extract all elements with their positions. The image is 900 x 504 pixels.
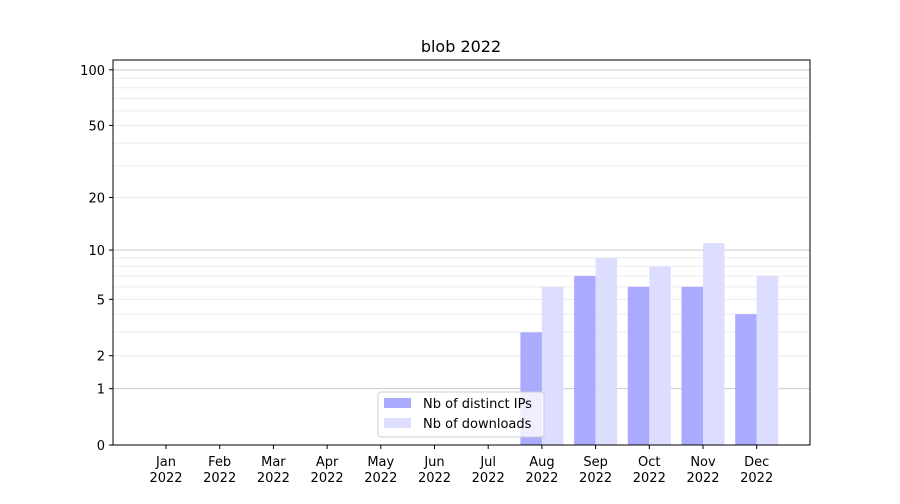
bar-distinct-ips [681, 286, 703, 445]
plot-frame [112, 59, 811, 446]
bar-downloads [595, 257, 618, 445]
bar-downloads [756, 275, 779, 445]
y-tick-label: 2 [97, 350, 105, 365]
x-tick-label: Jan 2022 [149, 455, 182, 486]
bar-downloads [541, 286, 564, 445]
y-tick-label: 5 [97, 293, 105, 308]
legend-box [377, 391, 545, 438]
y-tick-label: 50 [88, 119, 105, 134]
bar-downloads [703, 243, 725, 445]
legend-label: Nb of distinct IPs [423, 397, 532, 412]
y-tick-label: 10 [88, 244, 105, 259]
x-tick-label: Dec 2022 [740, 455, 773, 486]
x-tick-label: Jun 2022 [418, 455, 451, 486]
x-tick-label: Apr 2022 [311, 455, 344, 486]
legend-swatch [384, 418, 411, 428]
y-tick-label: 20 [88, 192, 105, 207]
bar-distinct-ips [627, 286, 650, 445]
bar-downloads [649, 266, 671, 445]
y-tick-label: 100 [80, 64, 105, 79]
x-tick-label: May 2022 [364, 455, 397, 486]
x-tick-label: Oct 2022 [633, 455, 666, 486]
bar-distinct-ips [735, 314, 757, 445]
y-tick-label: 0 [97, 439, 105, 454]
x-tick-label: Mar 2022 [257, 455, 290, 486]
x-tick-label: Jul 2022 [472, 455, 505, 486]
x-tick-label: Aug 2022 [525, 455, 558, 486]
chart-title: blob 2022 [421, 37, 501, 56]
x-tick-label: Sep 2022 [579, 455, 612, 486]
x-tick-label: Nov 2022 [686, 455, 719, 486]
y-tick-label: 1 [97, 383, 105, 398]
legend: Nb of distinct IPs Nb of downloads [377, 391, 545, 438]
x-tick-label: Feb 2022 [203, 455, 236, 486]
legend-swatch [384, 398, 411, 408]
bar-distinct-ips [574, 275, 596, 445]
legend-label: Nb of downloads [423, 417, 532, 432]
